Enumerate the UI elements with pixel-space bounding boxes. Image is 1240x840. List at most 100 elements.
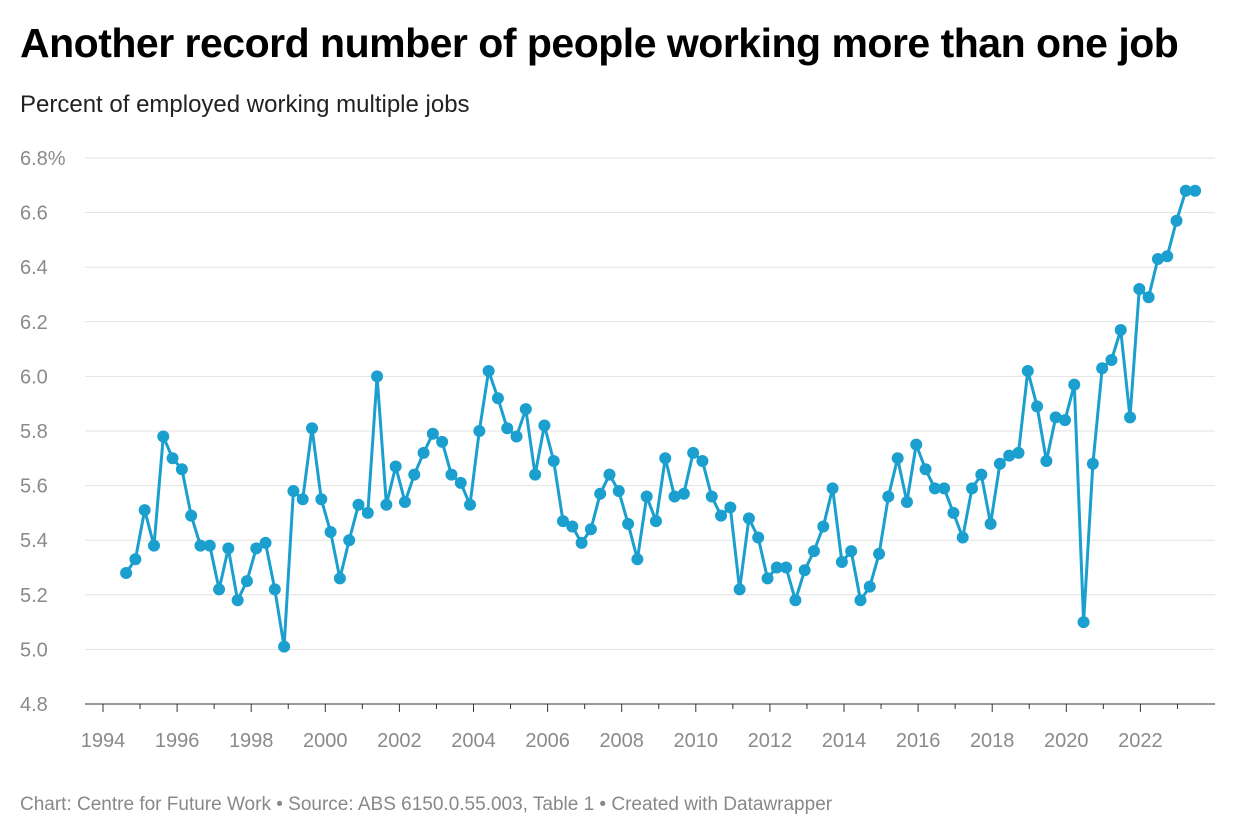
data-point <box>1179 184 1192 197</box>
data-point <box>1040 455 1053 468</box>
data-point <box>1096 362 1109 375</box>
data-point <box>715 509 728 522</box>
data-point <box>538 419 551 432</box>
x-tick-label: 2006 <box>525 730 570 752</box>
x-tick-label: 2020 <box>1044 730 1089 752</box>
data-point <box>231 594 244 607</box>
data-point <box>120 566 133 579</box>
data-point <box>510 430 523 443</box>
data-point <box>584 523 597 536</box>
x-tick-label: 2000 <box>303 730 348 752</box>
data-point <box>501 422 514 435</box>
data-point <box>185 509 198 522</box>
data-point <box>166 452 179 465</box>
data-point <box>835 556 848 569</box>
data-point <box>194 539 207 552</box>
data-point <box>1114 323 1127 336</box>
data-point <box>603 468 616 481</box>
data-point <box>556 515 569 528</box>
data-point <box>1142 291 1155 304</box>
x-tick-label: 2022 <box>1118 730 1163 752</box>
data-point <box>1049 411 1062 424</box>
y-tick-label: 6.8% <box>20 148 66 170</box>
data-point <box>975 468 988 481</box>
chart-footer: Chart: Centre for Future Work • Source: … <box>20 794 833 815</box>
data-point <box>408 468 421 481</box>
data-point <box>296 493 309 506</box>
data-point <box>222 542 235 555</box>
data-point <box>668 490 681 503</box>
data-point <box>1031 400 1044 413</box>
data-point <box>687 446 700 459</box>
data-point <box>956 531 969 544</box>
series-line <box>124 189 1196 649</box>
data-point <box>371 370 384 383</box>
data-point <box>993 457 1006 470</box>
data-point <box>854 594 867 607</box>
data-point <box>259 536 272 549</box>
data-point <box>780 561 793 574</box>
data-point <box>900 495 913 508</box>
x-tick-label: 2002 <box>377 730 422 752</box>
data-point <box>1021 364 1034 377</box>
data-point <box>417 446 430 459</box>
data-point <box>947 506 960 519</box>
data-point <box>575 536 588 549</box>
data-point <box>398 495 411 508</box>
data-point <box>594 487 607 500</box>
data-point <box>278 640 291 653</box>
chart-title: Another record number of people working … <box>20 20 1179 66</box>
data-point <box>454 476 467 489</box>
data-point <box>966 482 979 495</box>
data-point <box>826 482 839 495</box>
data-point <box>389 460 402 473</box>
x-tick-label: 2012 <box>748 730 793 752</box>
data-point <box>147 539 160 552</box>
data-point <box>1151 253 1164 266</box>
data-point <box>845 545 858 558</box>
x-tick-label: 2004 <box>451 730 496 752</box>
data-point <box>315 493 328 506</box>
data-point <box>445 468 458 481</box>
y-tick-label: 6.0 <box>20 366 48 388</box>
y-tick-label: 6.4 <box>20 257 48 279</box>
data-point <box>491 392 504 405</box>
line-chart: 4.8 5.0 5.2 5.4 5.6 5.8 6.0 6.2 6.4 6.6 6.8% 1994 19… <box>20 148 1215 752</box>
data-point <box>547 455 560 468</box>
data-point <box>426 427 439 440</box>
data-point <box>352 498 365 511</box>
data-point <box>529 468 542 481</box>
data-point <box>1189 184 1202 197</box>
data-point <box>649 515 662 528</box>
y-tick-label: 5.6 <box>20 476 48 498</box>
data-point <box>473 425 486 437</box>
data-point <box>1086 457 1099 470</box>
y-tick-label: 5.0 <box>20 639 48 661</box>
data-point <box>287 485 300 498</box>
data-point <box>742 512 755 525</box>
data-point <box>984 517 997 530</box>
data-point <box>1170 214 1183 227</box>
data-point <box>659 452 672 465</box>
data-point <box>138 504 151 517</box>
data-point <box>873 547 886 560</box>
data-point <box>1105 354 1118 367</box>
y-tick-label: 5.4 <box>20 530 48 552</box>
data-point <box>333 572 346 585</box>
data-point <box>724 501 737 514</box>
data-point <box>380 498 393 511</box>
data-point <box>640 490 653 503</box>
data-point <box>622 517 635 530</box>
data-point <box>203 539 216 552</box>
data-point <box>1077 616 1090 629</box>
data-point <box>361 506 374 519</box>
data-point <box>343 534 356 547</box>
x-tick-label: 1994 <box>81 730 126 752</box>
y-tick-label: 6.2 <box>20 312 48 334</box>
y-tick-label: 5.2 <box>20 585 48 607</box>
x-tick-label: 2010 <box>674 730 719 752</box>
data-point <box>891 452 904 465</box>
data-point <box>696 455 709 468</box>
data-point <box>175 463 188 476</box>
data-point <box>817 520 830 533</box>
